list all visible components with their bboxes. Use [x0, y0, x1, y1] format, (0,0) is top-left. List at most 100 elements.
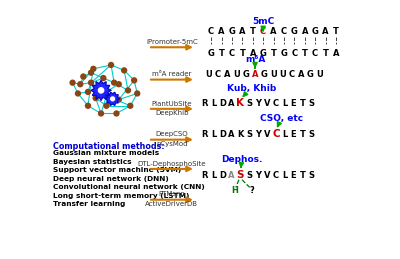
Circle shape — [128, 103, 133, 108]
Text: S: S — [237, 170, 244, 180]
Polygon shape — [106, 92, 120, 105]
Text: PlantUbSite: PlantUbSite — [152, 100, 192, 106]
Circle shape — [70, 80, 75, 85]
Circle shape — [112, 80, 117, 85]
Circle shape — [88, 70, 94, 75]
Text: T: T — [219, 49, 224, 58]
Text: C: C — [260, 27, 266, 37]
Text: A: A — [218, 27, 225, 37]
Text: C: C — [289, 70, 295, 80]
Text: D: D — [219, 99, 226, 108]
Text: Deep neural network (DNN): Deep neural network (DNN) — [52, 176, 168, 182]
Text: PTMsnp: PTMsnp — [158, 191, 185, 197]
Text: G: G — [280, 49, 287, 58]
Text: S: S — [246, 99, 252, 108]
Text: C: C — [312, 49, 318, 58]
Circle shape — [116, 97, 121, 102]
Circle shape — [132, 78, 137, 83]
Text: C: C — [291, 49, 297, 58]
Circle shape — [101, 76, 106, 81]
Text: G: G — [260, 49, 266, 58]
Circle shape — [98, 88, 104, 93]
Text: V: V — [264, 171, 270, 179]
Text: S: S — [308, 99, 314, 108]
Text: U: U — [233, 70, 240, 80]
Text: C: C — [229, 49, 235, 58]
Text: S: S — [308, 130, 314, 139]
Text: Y: Y — [255, 99, 261, 108]
Circle shape — [76, 91, 80, 96]
Text: U: U — [279, 70, 286, 80]
Circle shape — [88, 80, 94, 85]
Text: T: T — [300, 171, 305, 179]
Text: G: G — [228, 27, 235, 37]
Circle shape — [81, 74, 86, 79]
Text: A: A — [270, 27, 277, 37]
Text: T: T — [300, 130, 305, 139]
Circle shape — [135, 91, 140, 96]
Circle shape — [93, 96, 98, 100]
Text: Convolutional neural network (CNN): Convolutional neural network (CNN) — [52, 184, 204, 190]
Text: C: C — [273, 99, 279, 108]
Text: L: L — [282, 99, 287, 108]
Circle shape — [78, 82, 83, 87]
Circle shape — [86, 89, 90, 94]
Text: Bayesian statistics: Bayesian statistics — [52, 159, 131, 165]
Text: E: E — [291, 130, 296, 139]
Text: U: U — [316, 70, 323, 80]
Text: G: G — [291, 27, 298, 37]
Text: CSO, etc: CSO, etc — [260, 114, 304, 123]
Text: A: A — [302, 27, 308, 37]
Circle shape — [126, 88, 130, 93]
Text: iPromoter-5mC: iPromoter-5mC — [146, 39, 198, 45]
Text: L: L — [282, 171, 287, 179]
Text: Support vector machine (SVM): Support vector machine (SVM) — [52, 167, 181, 173]
Text: A: A — [224, 70, 230, 80]
Text: A: A — [250, 49, 256, 58]
Text: L: L — [211, 171, 216, 179]
Text: C: C — [272, 129, 280, 139]
Text: m⁶A reader: m⁶A reader — [152, 71, 192, 77]
Circle shape — [122, 68, 127, 73]
Text: L: L — [282, 130, 287, 139]
Text: C: C — [281, 27, 287, 37]
Polygon shape — [91, 80, 111, 100]
Text: H: H — [231, 186, 238, 195]
Text: S: S — [246, 171, 252, 179]
Text: S: S — [308, 171, 314, 179]
Text: T: T — [322, 49, 328, 58]
Text: ?: ? — [250, 186, 254, 195]
Text: R: R — [202, 99, 208, 108]
Text: K: K — [236, 98, 244, 109]
Circle shape — [116, 82, 121, 87]
Text: Computational methods:: Computational methods: — [52, 142, 164, 151]
Text: Long short-term memory (LSTM): Long short-term memory (LSTM) — [52, 193, 189, 199]
Text: T: T — [240, 49, 245, 58]
Text: A: A — [228, 130, 235, 139]
Text: R: R — [202, 130, 208, 139]
Circle shape — [108, 62, 114, 67]
Text: pCysMod: pCysMod — [156, 141, 188, 147]
Circle shape — [114, 111, 119, 116]
Text: C: C — [273, 171, 279, 179]
Circle shape — [104, 103, 109, 108]
Text: E: E — [291, 171, 296, 179]
Text: K: K — [237, 130, 244, 139]
Text: U: U — [206, 70, 212, 80]
Text: C: C — [215, 70, 221, 80]
Text: Gaussian mixture models: Gaussian mixture models — [52, 150, 159, 156]
Text: G: G — [307, 70, 314, 80]
Text: V: V — [264, 130, 270, 139]
Text: 5mC: 5mC — [252, 17, 274, 26]
Circle shape — [91, 66, 96, 71]
Text: T: T — [270, 49, 276, 58]
Text: DeepKhib: DeepKhib — [155, 110, 189, 116]
Text: L: L — [211, 130, 216, 139]
Text: A: A — [228, 99, 235, 108]
Text: T: T — [300, 99, 305, 108]
Text: ActiveDriverDB: ActiveDriverDB — [145, 201, 198, 207]
Text: G: G — [242, 70, 249, 80]
Text: DTL-DephosphoSite: DTL-DephosphoSite — [138, 161, 206, 167]
Text: Transfer learning: Transfer learning — [52, 201, 125, 207]
Text: T: T — [250, 27, 256, 37]
